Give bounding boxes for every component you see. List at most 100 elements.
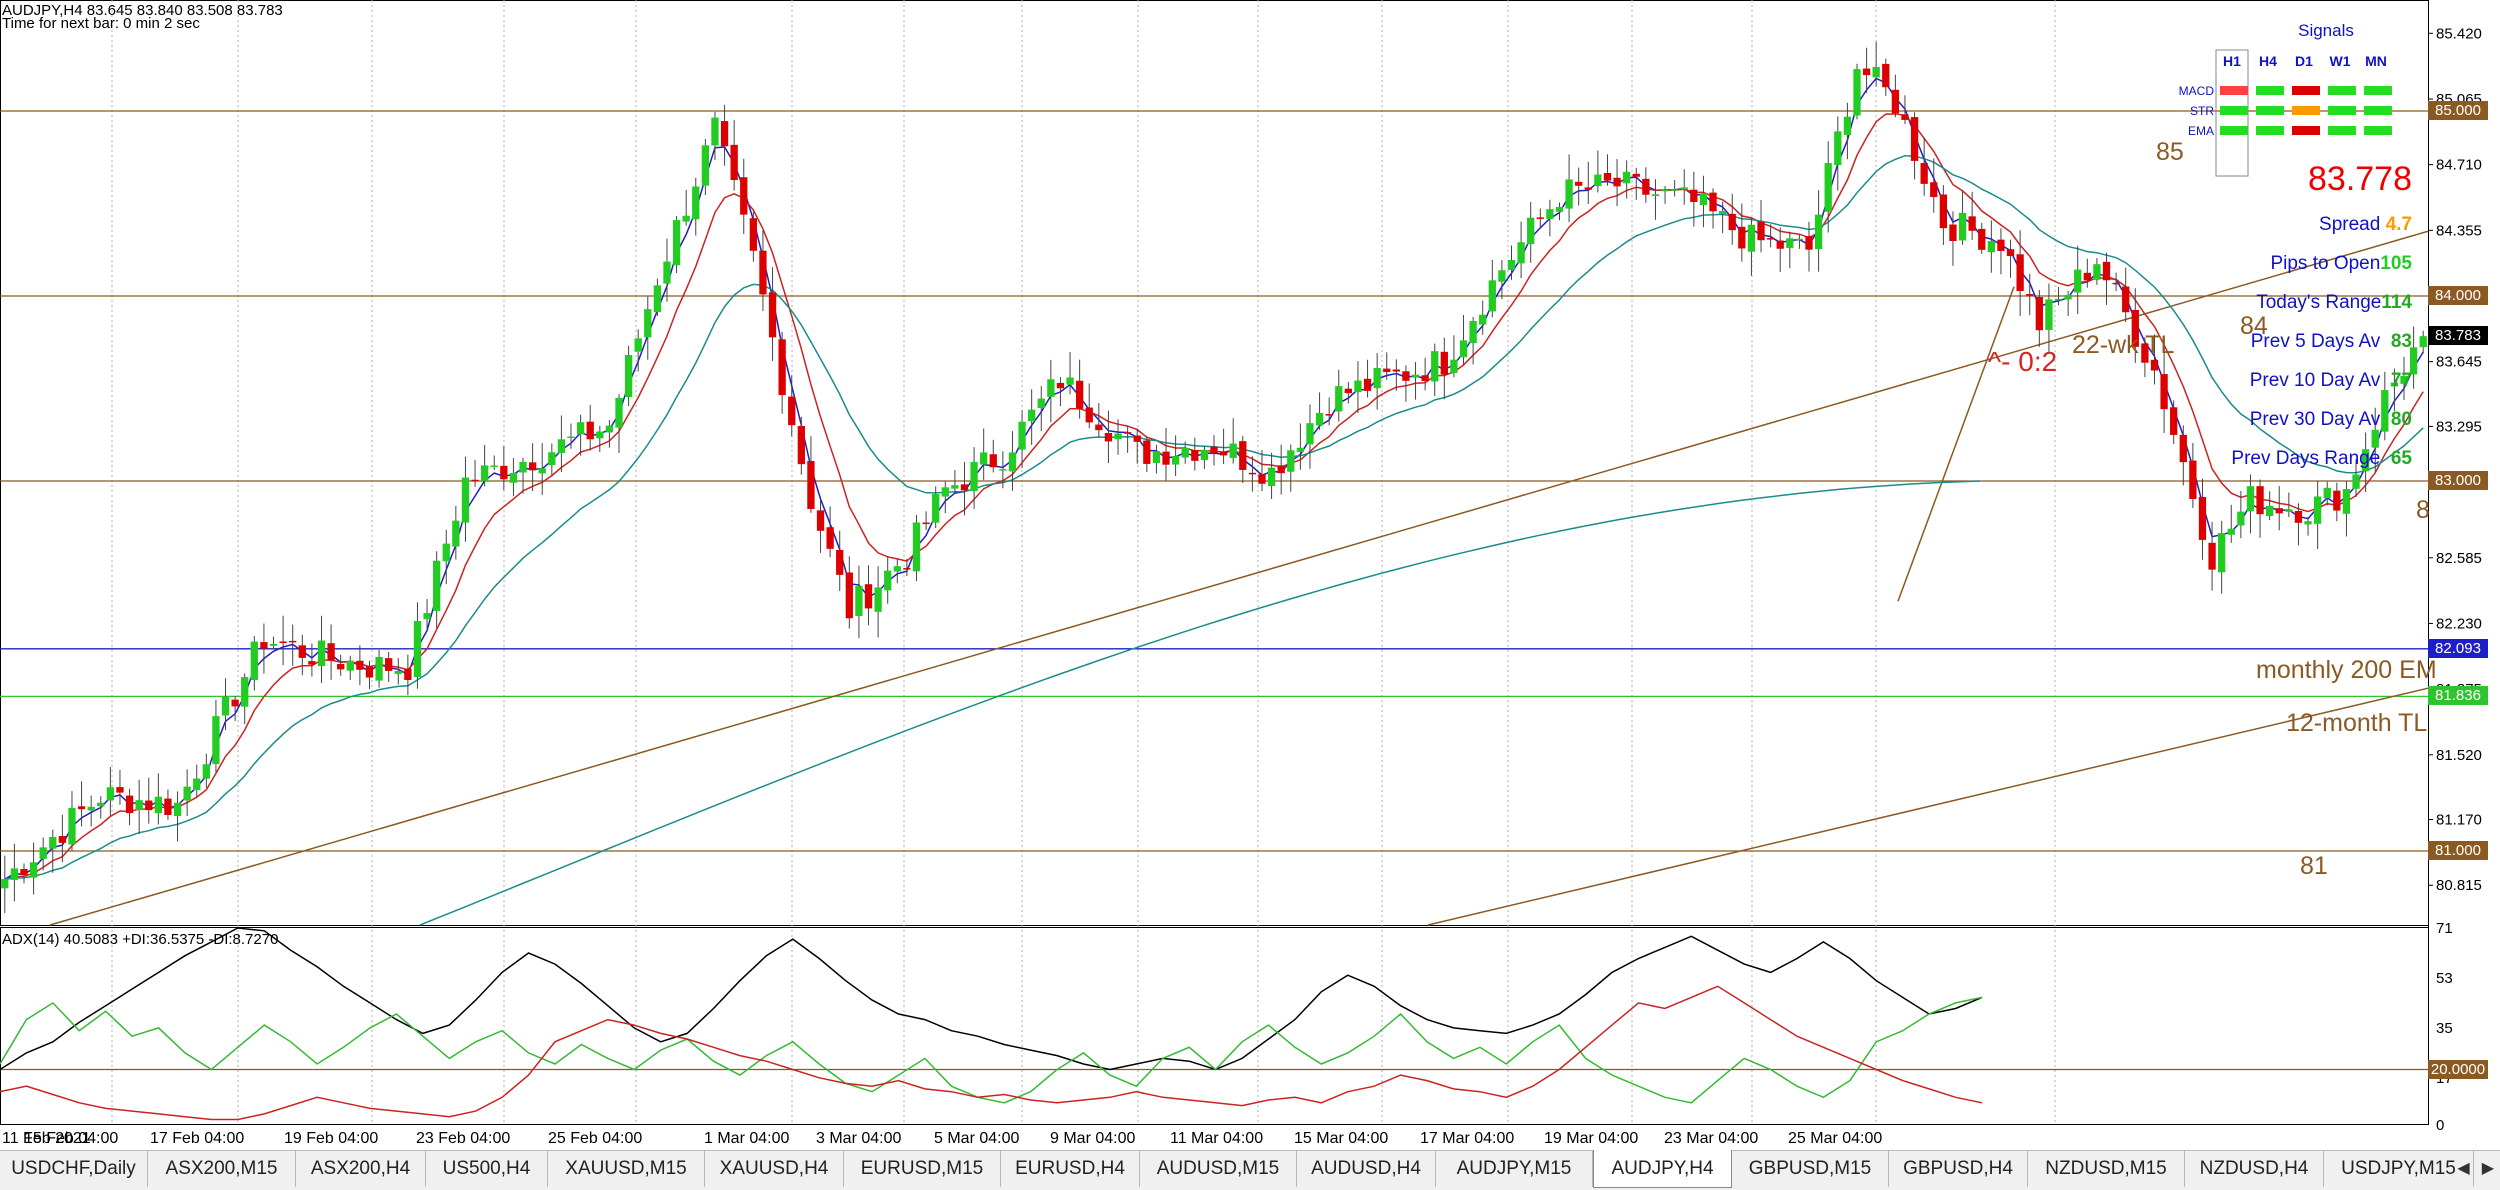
bull-candle [221,696,230,716]
bull-candle [423,613,431,620]
bull-candle [1498,270,1506,282]
range-row: Today's Range114 [2256,292,2412,314]
tab-audusd-m15[interactable]: AUDUSD,M15 [1140,1151,1297,1187]
bear-candle [1133,435,1141,442]
adx-tick-label: 53 [2436,970,2453,987]
tab-xauusd-h4[interactable]: XAUUSD,H4 [705,1151,844,1187]
bear-candle [1939,194,1948,229]
level-label-83: 8 [2416,496,2430,524]
bear-candle [1123,432,1132,434]
tab-audusd-h4[interactable]: AUDUSD,H4 [1297,1151,1436,1187]
chart-canvas[interactable]: 85.42085.06584.71084.35584.00083.64583.2… [0,0,2500,1150]
signals-row-label: EMA [2188,124,2214,138]
bear-candle [2083,272,2091,281]
price-tick-label: 84.355 [2436,222,2482,239]
bull-candle [2304,521,2312,525]
bear-candle [1191,450,1199,461]
bull-candle [1373,368,1381,389]
adx-tick-label: 71 [2436,920,2453,937]
bull-candle [2313,496,2322,524]
bear-candle [164,798,172,815]
tab-audjpy-m15[interactable]: AUDJPY,M15 [1436,1151,1593,1187]
prev5-label: Prev 5 Days Av [2250,331,2381,352]
trendline-short-up [1897,286,2015,602]
signal-cell [2364,86,2392,95]
bear-candle [1949,224,1957,242]
bear-candle [1392,369,1400,372]
scroll-right-icon[interactable]: ▶ [2481,1160,2494,1177]
bull-candle [375,656,383,681]
signals-column-header: H4 [2259,53,2277,69]
bear-candle [1402,371,1410,381]
bear-candle [2170,407,2178,435]
tab-asx200-m15[interactable]: ASX200,M15 [148,1151,296,1187]
tab-eurusd-m15[interactable]: EURUSD,M15 [844,1151,1001,1187]
bull-candle [1008,452,1017,472]
prev30-label: Prev 30 Day Av [2249,409,2381,430]
bull-candle [1037,398,1045,409]
bull-candle [644,309,652,338]
bear-candle [2208,542,2216,570]
tab-eurusd-h4[interactable]: EURUSD,H4 [1001,1151,1140,1187]
signals-column-header: D1 [2295,53,2313,69]
bear-candle [1219,451,1228,456]
tab-us500-h4[interactable]: US500,H4 [426,1151,548,1187]
bull-candle [1114,433,1122,440]
bear-candle [2150,359,2159,371]
bear-candle [989,454,997,468]
bull-candle [538,468,546,474]
tab-gbpusd-m15[interactable]: GBPUSD,M15 [1732,1151,1889,1187]
signal-cell [2256,86,2284,95]
bull-candle [1267,467,1276,487]
annotation-monthly-200-ema: monthly 200 EM [2256,656,2437,684]
signal-cell [2220,126,2248,135]
bear-candle [836,549,844,575]
tab-audjpy-h4[interactable]: AUDJPY,H4 [1593,1150,1732,1188]
bull-candle [1565,179,1573,209]
tab-nzdusd-m15[interactable]: NZDUSD,M15 [2028,1151,2185,1187]
tab-usdjpy-m15[interactable]: USDJPY,M15 [2324,1151,2474,1187]
pips-label: Pips to Open [2270,253,2381,274]
monthly-200-ema-line [419,480,1981,926]
bull-candle [634,338,642,352]
time-tick-label: 9 Mar 04:00 [1050,1130,1135,1147]
bull-candle [1987,241,1995,253]
bull-candle [442,543,450,562]
bear-candle [1277,465,1285,474]
bear-candle [845,572,853,619]
bear-candle [759,250,767,295]
bull-candle [1296,447,1305,452]
tab-nzdusd-h4[interactable]: NZDUSD,H4 [2185,1151,2324,1187]
plus-di-line [0,996,1983,1104]
scroll-left-icon[interactable]: ◀ [2457,1160,2470,1177]
bull-candle [1315,412,1324,426]
tab-gbpusd-h4[interactable]: GBPUSD,H4 [1889,1151,2028,1187]
bear-candle [1210,446,1218,453]
bull-candle [701,145,710,186]
level-label-84: 84 [2240,312,2268,340]
price-tick-label: 81.520 [2436,747,2482,764]
bear-candle [1632,173,1640,177]
bear-candle [749,218,757,251]
bull-candle [1171,455,1180,465]
signal-cell [2256,106,2284,115]
signals-column-header: MN [2365,53,2387,69]
tab-usdchf-daily[interactable]: USDCHF,Daily [0,1151,148,1187]
bull-candle [912,522,921,572]
price-level-tag: 81.000 [2428,841,2488,860]
price-tick-label: 83.295 [2436,418,2482,435]
bull-candle [10,868,19,880]
signal-cell [2328,86,2356,95]
bull-candle [932,494,940,523]
prev5-value: 83 [2390,331,2412,352]
tab-xauusd-m15[interactable]: XAUUSD,M15 [548,1151,705,1187]
bull-candle [173,802,182,817]
signals-column-header: H1 [2223,53,2241,69]
tab-asx200-h4[interactable]: ASX200,H4 [296,1151,426,1187]
bear-candle [730,144,738,181]
price-axis: 85.42085.06584.71084.35584.00083.64583.2… [2428,25,2482,894]
bear-candle [1056,382,1065,389]
bear-candle [2160,374,2168,410]
bull-candle [1824,163,1832,212]
bull-candle [941,487,949,497]
